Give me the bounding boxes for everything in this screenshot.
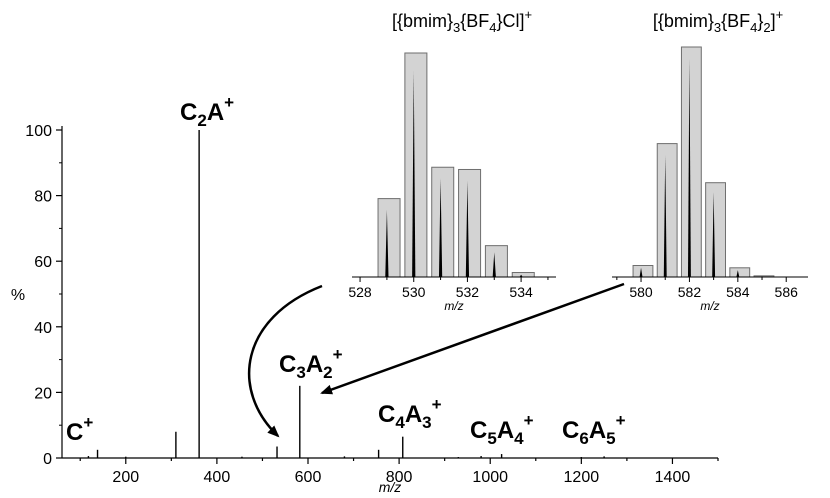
main-y-tick-label: 20	[34, 385, 52, 402]
inset1-x-axis-label: m/z	[444, 299, 463, 313]
inset1-title-sub: 3	[453, 20, 460, 35]
main-x-tick-label: 1200	[564, 469, 600, 486]
inset2-title: [{bmim}3{BF4}2]+	[653, 7, 783, 35]
inset-bmim3-bf4-cl: 528 530 532 534 m/z [{bmim}3{BF4}Cl]+	[348, 7, 556, 313]
inset2-x-tick-label: 580	[629, 284, 653, 300]
inset2-measured-peak	[712, 191, 716, 277]
inset2-isotope-bar	[656, 143, 678, 278]
inset1-measured-peak	[519, 274, 523, 277]
inset1-isotope-bar	[484, 245, 508, 278]
inset2-measured-peak	[687, 58, 691, 277]
inset1-x-tick-label: 532	[456, 284, 480, 300]
main-y-tick-label: 100	[25, 123, 52, 140]
inset2-title-sub: 4	[750, 20, 757, 35]
inset2-x-axis-label: m/z	[700, 299, 719, 313]
inset2-title-part: }	[757, 11, 763, 31]
inset1-x-tick-label: 530	[402, 284, 426, 300]
inset2-measured-peak	[736, 270, 740, 277]
main-x-tick-label: 400	[204, 469, 231, 486]
inset1-isotope-bar	[511, 272, 535, 278]
straight-arrow	[320, 282, 625, 395]
inset2-title-part: ]	[771, 11, 776, 31]
main-x-tick-label: 800	[386, 469, 413, 486]
main-y-tick-label: 80	[34, 189, 52, 206]
inset2-x-tick-label: 582	[678, 284, 702, 300]
main-x-tick-label: 200	[112, 469, 139, 486]
inset2-title-sub: 3	[714, 20, 721, 35]
main-x-tick-label: 1400	[655, 469, 691, 486]
ion-label: C6A5+	[562, 411, 626, 448]
main-y-tick-label: 40	[34, 320, 52, 337]
inset2-title-sup: +	[776, 7, 784, 22]
ion-label: C3A2+	[279, 345, 343, 382]
inset2-measured-peak	[639, 267, 643, 277]
ion-label: C4A3+	[378, 395, 442, 432]
inset2-title-sub: 2	[763, 20, 770, 35]
inset2-measured-peak	[663, 155, 667, 277]
inset1-isotope-bar	[458, 168, 482, 278]
inset1-title-sub: 4	[489, 20, 496, 35]
inset2-isotope-bar	[729, 267, 751, 278]
inset1-title-part: }Cl]	[496, 11, 524, 31]
main-y-axis-label: %	[11, 287, 25, 304]
inset-bmim3-bf4-2: 580 582 584 586 m/z [{bmim}3{BF4}2]+	[612, 7, 808, 313]
main-x-tick-label: 1000	[472, 469, 508, 486]
inset1-measured-peak	[465, 180, 470, 277]
main-x-axis-label: m/z	[379, 479, 402, 495]
inset1-isotope-bar	[431, 166, 455, 278]
inset1-title-part: [{bmim}	[392, 11, 453, 31]
inset1-measured-peak	[412, 70, 416, 277]
main-x-tick-label: 600	[295, 469, 322, 486]
inset1-isotope-bar	[377, 198, 401, 278]
inset1-isotope-bar	[404, 52, 428, 278]
inset1-title: [{bmim}3{BF4}Cl]+	[392, 7, 532, 35]
inset2-x-tick-label: 586	[775, 284, 799, 300]
main-y-tick-label: 0	[43, 451, 52, 468]
inset1-measured-peak	[385, 209, 389, 277]
ion-label: C+	[66, 413, 93, 446]
inset2-x-tick-label: 584	[726, 284, 750, 300]
inset2-title-part: {BF	[721, 11, 750, 31]
inset2-isotope-bar	[705, 182, 726, 278]
inset1-measured-peak	[438, 178, 443, 277]
inset1-x-tick-label: 534	[509, 284, 533, 300]
main-y-tick-label: 60	[34, 254, 52, 271]
inset1-title-sup: +	[524, 7, 532, 22]
inset2-title-part: [{bmim}	[653, 11, 714, 31]
inset1-x-tick-label: 528	[348, 284, 372, 300]
inset2-isotope-bar	[680, 46, 702, 278]
ion-label: C2A+	[180, 93, 234, 130]
ion-label: C5A4+	[470, 411, 534, 448]
inset1-measured-peak	[492, 252, 496, 277]
inset2-isotope-bar	[632, 265, 654, 278]
curved-arrow	[247, 284, 323, 438]
inset1-title-part: {BF	[460, 11, 489, 31]
